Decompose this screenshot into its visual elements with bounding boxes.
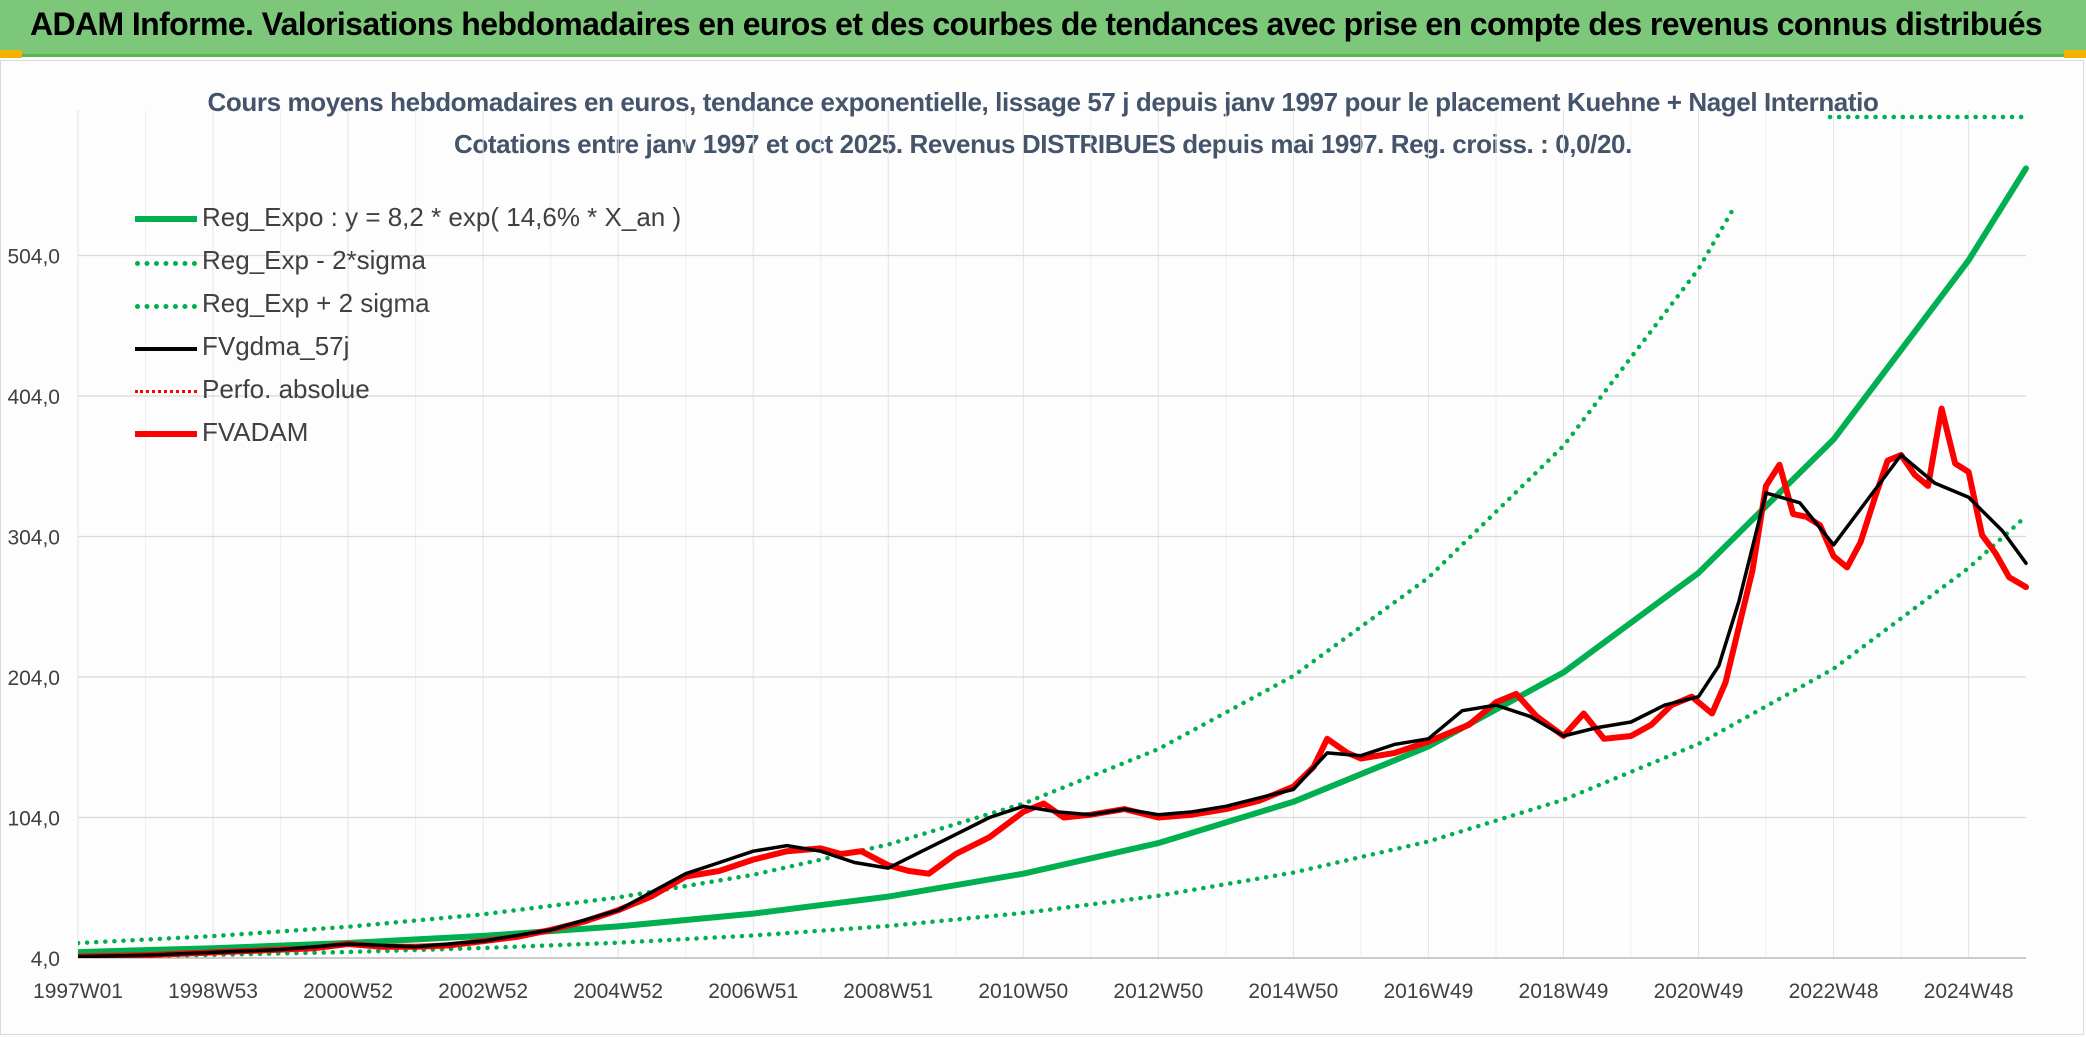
series-line-5 [78,405,2029,958]
legend-label: FVgdma_57j [202,331,350,361]
x-tick-label: 2004W52 [573,980,663,1003]
legend-swatch [135,261,197,266]
header-bar: ADAM Informe. Valorisations hebdomadaire… [0,0,2086,58]
y-tick-label: 204,0 [7,667,60,690]
legend-label: Perfo. absolue [202,374,370,404]
x-tick-label: 2008W51 [843,980,933,1003]
y-tick-label: 504,0 [7,246,60,269]
legend-swatch [135,347,197,351]
y-tick-label: 4,0 [31,948,60,971]
chart-title-line1: Cours moyens hebdomadaires en euros, ten… [207,87,1879,117]
x-tick-label: 1998W53 [168,980,258,1003]
legend-label: Reg_Exp - 2*sigma [202,245,426,275]
x-tick-label: 2022W48 [1789,980,1879,1003]
legend-swatch [135,216,197,222]
x-tick-label: 2018W49 [1519,980,1609,1003]
legend-swatch [135,431,197,437]
legend-label: Reg_Exp + 2 sigma [202,288,430,318]
legend-swatch [135,304,197,309]
x-tick-label: 2002W52 [438,980,528,1003]
x-tick-label: 2016W49 [1383,980,1473,1003]
y-tick-label: 404,0 [7,386,60,409]
series-line-0 [78,165,2029,956]
x-tick-label: 2010W50 [978,980,1068,1003]
page-title: ADAM Informe. Valorisations hebdomadaire… [30,6,2043,42]
chart-frame [0,60,2084,1035]
x-tick-label: 2014W50 [1248,980,1338,1003]
series-line-3 [78,453,2028,958]
x-tick-label: 2020W49 [1654,980,1744,1003]
y-tick-label: 104,0 [7,808,60,831]
legend-swatch [135,390,197,393]
series-line-1 [78,514,2029,958]
x-tick-label: 2024W48 [1924,980,2014,1003]
x-tick-label: 1997W01 [33,980,123,1003]
x-tick-label: 2000W52 [303,980,393,1003]
series-line-2 [78,208,1735,946]
x-tick-label: 2006W51 [708,980,798,1003]
chart-title-line2: Cotations entre janv 1997 et oct 2025. R… [454,129,1632,159]
legend-label: Reg_Expo : y = 8,2 * exp( 14,6% * X_an ) [202,202,682,232]
corner-accent-right [2064,50,2086,58]
legend-label: FVADAM [202,417,309,447]
x-tick-label: 2012W50 [1113,980,1203,1003]
corner-accent-left [0,50,22,58]
y-tick-label: 304,0 [7,527,60,550]
